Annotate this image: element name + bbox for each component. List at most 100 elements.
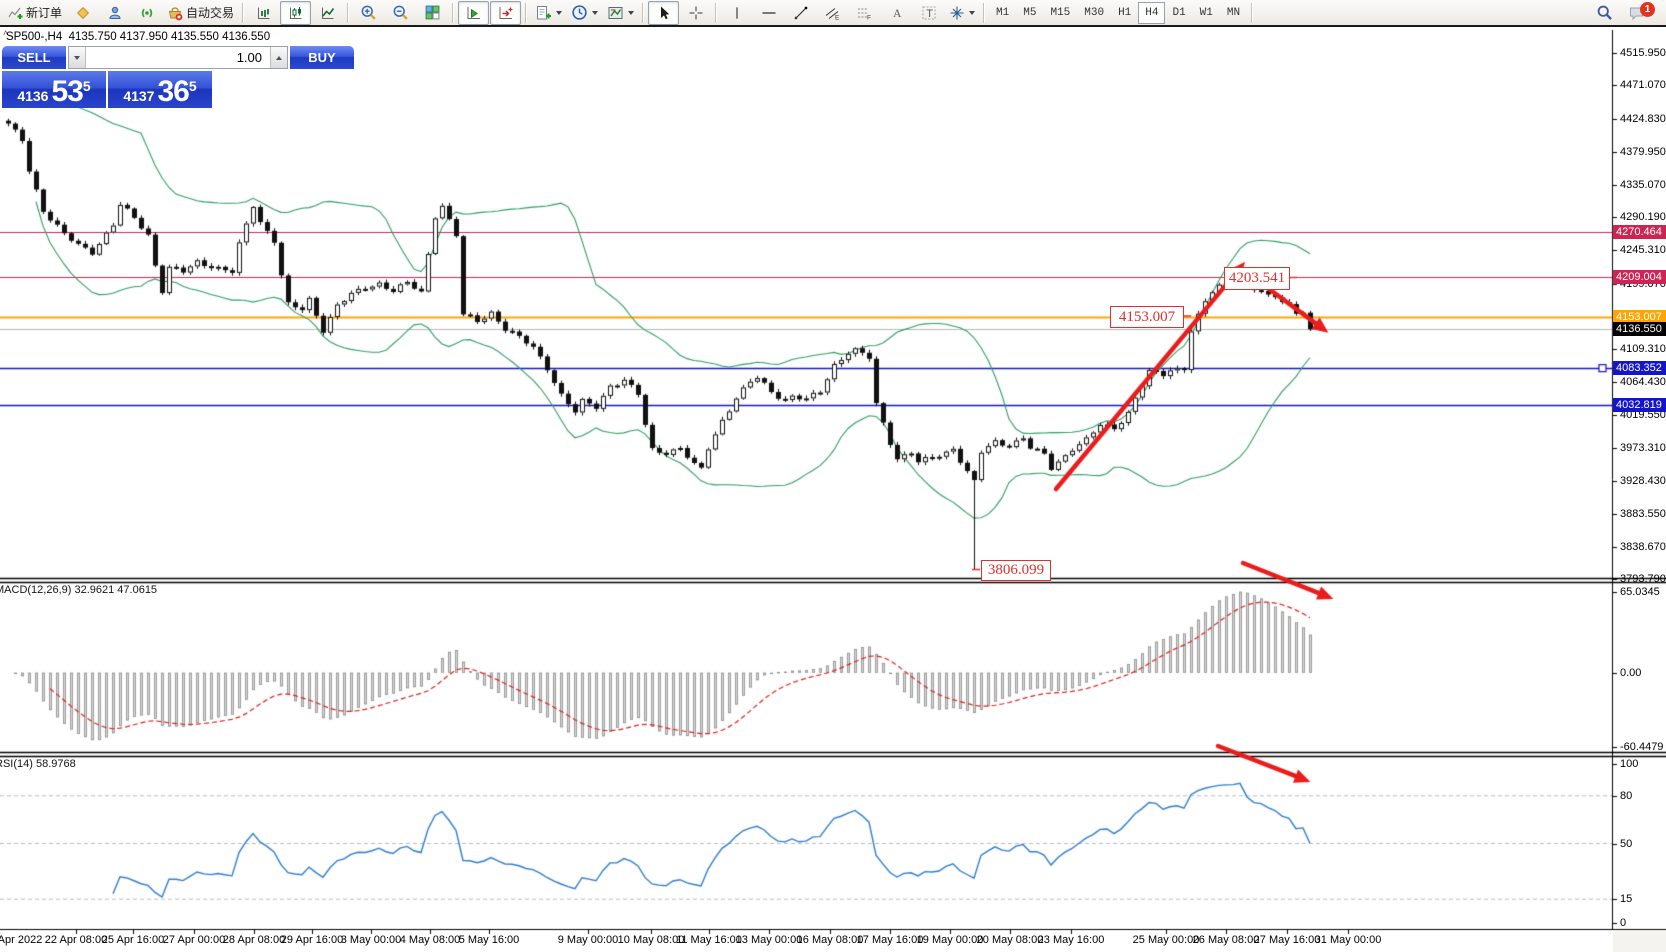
fibonacci-icon: F: [858, 8, 871, 21]
toolbar-separator: [642, 2, 645, 23]
price-annotation[interactable]: 4203.541: [1224, 267, 1290, 290]
toolbar: 新订单 自动交易: [0, 0, 1666, 27]
time-axis-label: 13 May 00:00: [735, 934, 803, 946]
price-axis-tick: 3793.790: [1620, 573, 1666, 586]
time-axis-label: 27 May 16:00: [1253, 934, 1321, 946]
signals-button[interactable]: [131, 1, 162, 25]
shapes-tool-button[interactable]: [945, 1, 979, 25]
new-order-label: 新订单: [26, 6, 63, 20]
price-level-badge: 4270.464: [1613, 224, 1666, 239]
chevron-up-icon: [276, 55, 282, 60]
timeframe-M15[interactable]: M15: [1050, 6, 1071, 19]
crosshair-tool-button[interactable]: [680, 1, 711, 25]
price-axis-tick: 4245.310: [1620, 244, 1666, 257]
price-annotation[interactable]: 4153.007: [1110, 306, 1184, 328]
sell-button[interactable]: SELL: [2, 46, 66, 69]
buy-price-prefix: 4137: [123, 88, 155, 104]
price-annotation[interactable]: 3806.099: [981, 560, 1051, 581]
signal-icon: [141, 8, 152, 17]
trendline-tool-button[interactable]: [785, 1, 816, 25]
search-button[interactable]: [1589, 1, 1620, 25]
sell-price-big: 53: [51, 75, 83, 109]
volume-input[interactable]: [86, 47, 270, 68]
buy-price-display[interactable]: 4137 36 5: [108, 71, 212, 108]
toolbar-separator: [347, 2, 350, 23]
auto-scroll-icon: [467, 6, 480, 19]
tile-windows-button[interactable]: [417, 1, 448, 25]
text-tool-button[interactable]: A: [881, 1, 912, 25]
price-axis-tick: 4064.430: [1620, 375, 1666, 388]
periods-button[interactable]: [567, 1, 602, 25]
auto-scroll-button[interactable]: [458, 0, 490, 25]
vertical-line-tool-button[interactable]: [721, 1, 752, 25]
time-axis-label: 10 May 08:00: [617, 934, 685, 946]
price-axis-tick: 4424.830: [1620, 113, 1666, 126]
periods-dropdown-caret: [592, 10, 599, 15]
svg-text:A: A: [893, 7, 902, 19]
rsi-axis-tick: 100: [1620, 758, 1639, 770]
timeframe-H1[interactable]: H1: [1118, 6, 1132, 19]
channel-icon: E: [825, 7, 840, 21]
line-chart-mode-button[interactable]: [312, 1, 343, 25]
market-watch-button[interactable]: [67, 1, 98, 25]
auto-trading-button[interactable]: 自动交易: [163, 1, 238, 25]
volume-decrease-button[interactable]: [69, 47, 86, 68]
time-axis-label: 22 Apr 08:00: [44, 934, 108, 946]
time-axis-label: 25 May 00:00: [1132, 934, 1200, 946]
notifications-button[interactable]: 1: [1624, 1, 1659, 25]
timeframe-M1[interactable]: M1: [996, 6, 1010, 19]
channel-tool-button[interactable]: E: [817, 1, 848, 25]
chart-shift-icon: [499, 6, 513, 19]
sell-price-sup: 5: [82, 78, 91, 94]
price-level-badge: 4209.004: [1613, 269, 1666, 284]
sell-price-display[interactable]: 4136 53 5: [2, 71, 106, 108]
price-axis-tick: 4379.950: [1620, 145, 1666, 158]
time-axis-label: 17 May 16:00: [856, 934, 924, 946]
horizontal-line-tool-button[interactable]: [753, 1, 784, 25]
sell-price-prefix: 4136: [17, 88, 49, 104]
time-axis-label: 11 May 16:00: [676, 934, 742, 946]
timeframe-H4[interactable]: H4: [1138, 1, 1166, 24]
macd-label: MACD(12,26,9) 32.9621 47.0615: [0, 584, 158, 596]
zoom-out-button[interactable]: [385, 1, 416, 25]
profile-button[interactable]: [99, 1, 130, 25]
timeframe-bar: M1 M5 M15 M30 H1 H4 D1 W1 MN: [989, 1, 1247, 24]
market-watch-icon: [76, 6, 89, 19]
candlestick-mode-button[interactable]: [280, 0, 312, 25]
chart-shift-button[interactable]: [490, 0, 522, 25]
price-axis-tick: 4290.190: [1620, 211, 1666, 224]
time-axis-label: 9 May 00:00: [557, 934, 619, 946]
horizontal-line-icon: [762, 11, 776, 14]
text-label-icon: T: [922, 6, 936, 20]
cursor-tool-button[interactable]: [648, 0, 680, 25]
buy-button[interactable]: BUY: [290, 46, 354, 69]
new-order-button[interactable]: 新订单: [3, 1, 66, 25]
panel-collapse-caret[interactable]: ˄: [3, 28, 9, 38]
auto-trading-icon: [168, 6, 183, 20]
price-axis-tick: 3883.550: [1620, 507, 1666, 520]
text-label-tool-button[interactable]: T: [913, 1, 944, 25]
macd-axis-tick: 0.00: [1620, 666, 1642, 679]
buy-price-big: 36: [157, 75, 189, 109]
rsi-axis-tick: 15: [1620, 893, 1633, 906]
time-axis-label: 26 May 08:00: [1192, 934, 1260, 946]
time-axis-label: 20 May 08:00: [976, 934, 1044, 946]
timeframe-W1[interactable]: W1: [1199, 6, 1213, 19]
time-axis-label: 4 May 08:00: [399, 934, 461, 946]
fibonacci-tool-button[interactable]: F: [849, 1, 880, 25]
time-axis-label: 16 May 08:00: [796, 934, 864, 946]
timeframe-D1[interactable]: D1: [1172, 6, 1186, 19]
rsi-label: RSI(14) 58.9768: [0, 758, 76, 770]
time-axis-label: 5 May 16:00: [458, 934, 520, 946]
timeframe-M5[interactable]: M5: [1023, 6, 1037, 19]
zoom-in-button[interactable]: [353, 1, 384, 25]
time-axis-label: 31 May 00:00: [1314, 934, 1382, 946]
shapes-arrows-icon: [950, 6, 964, 19]
volume-increase-button[interactable]: [270, 47, 287, 68]
indicators-button[interactable]: [531, 1, 566, 25]
timeframe-MN[interactable]: MN: [1226, 6, 1241, 19]
bar-chart-mode-button[interactable]: [248, 1, 279, 25]
templates-button[interactable]: [603, 1, 638, 25]
timeframe-M30[interactable]: M30: [1084, 6, 1105, 19]
